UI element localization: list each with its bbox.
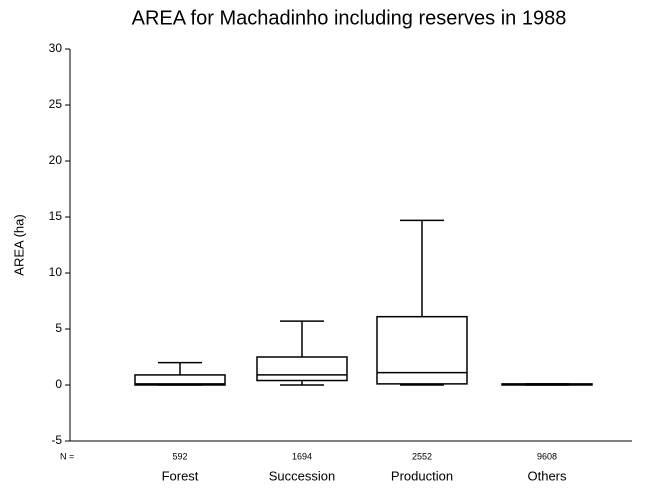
y-tick-label: 15 xyxy=(49,209,63,223)
box xyxy=(134,374,226,386)
chart-title: AREA for Machadinho including reserves i… xyxy=(132,7,567,29)
count-label: 9608 xyxy=(537,451,557,461)
y-tick-label: 20 xyxy=(49,153,63,167)
y-tick-label: -5 xyxy=(51,433,62,447)
y-tick-label: 25 xyxy=(49,97,63,111)
n-label: N = xyxy=(60,451,74,461)
y-tick-label: 30 xyxy=(49,41,63,55)
x-tick-label: Others xyxy=(527,468,567,483)
box xyxy=(256,356,348,382)
count-label: 1694 xyxy=(292,451,312,461)
y-tick-label: 0 xyxy=(55,377,62,391)
x-tick-label: Succession xyxy=(269,468,335,483)
y-tick-label: 5 xyxy=(55,321,62,335)
y-axis-label: AREA (ha) xyxy=(11,214,26,275)
count-label: 2552 xyxy=(412,451,432,461)
x-tick-label: Production xyxy=(391,468,453,483)
box xyxy=(376,315,468,385)
y-tick-label: 10 xyxy=(49,265,63,279)
x-tick-label: Forest xyxy=(162,468,199,483)
count-label: 592 xyxy=(172,451,187,461)
